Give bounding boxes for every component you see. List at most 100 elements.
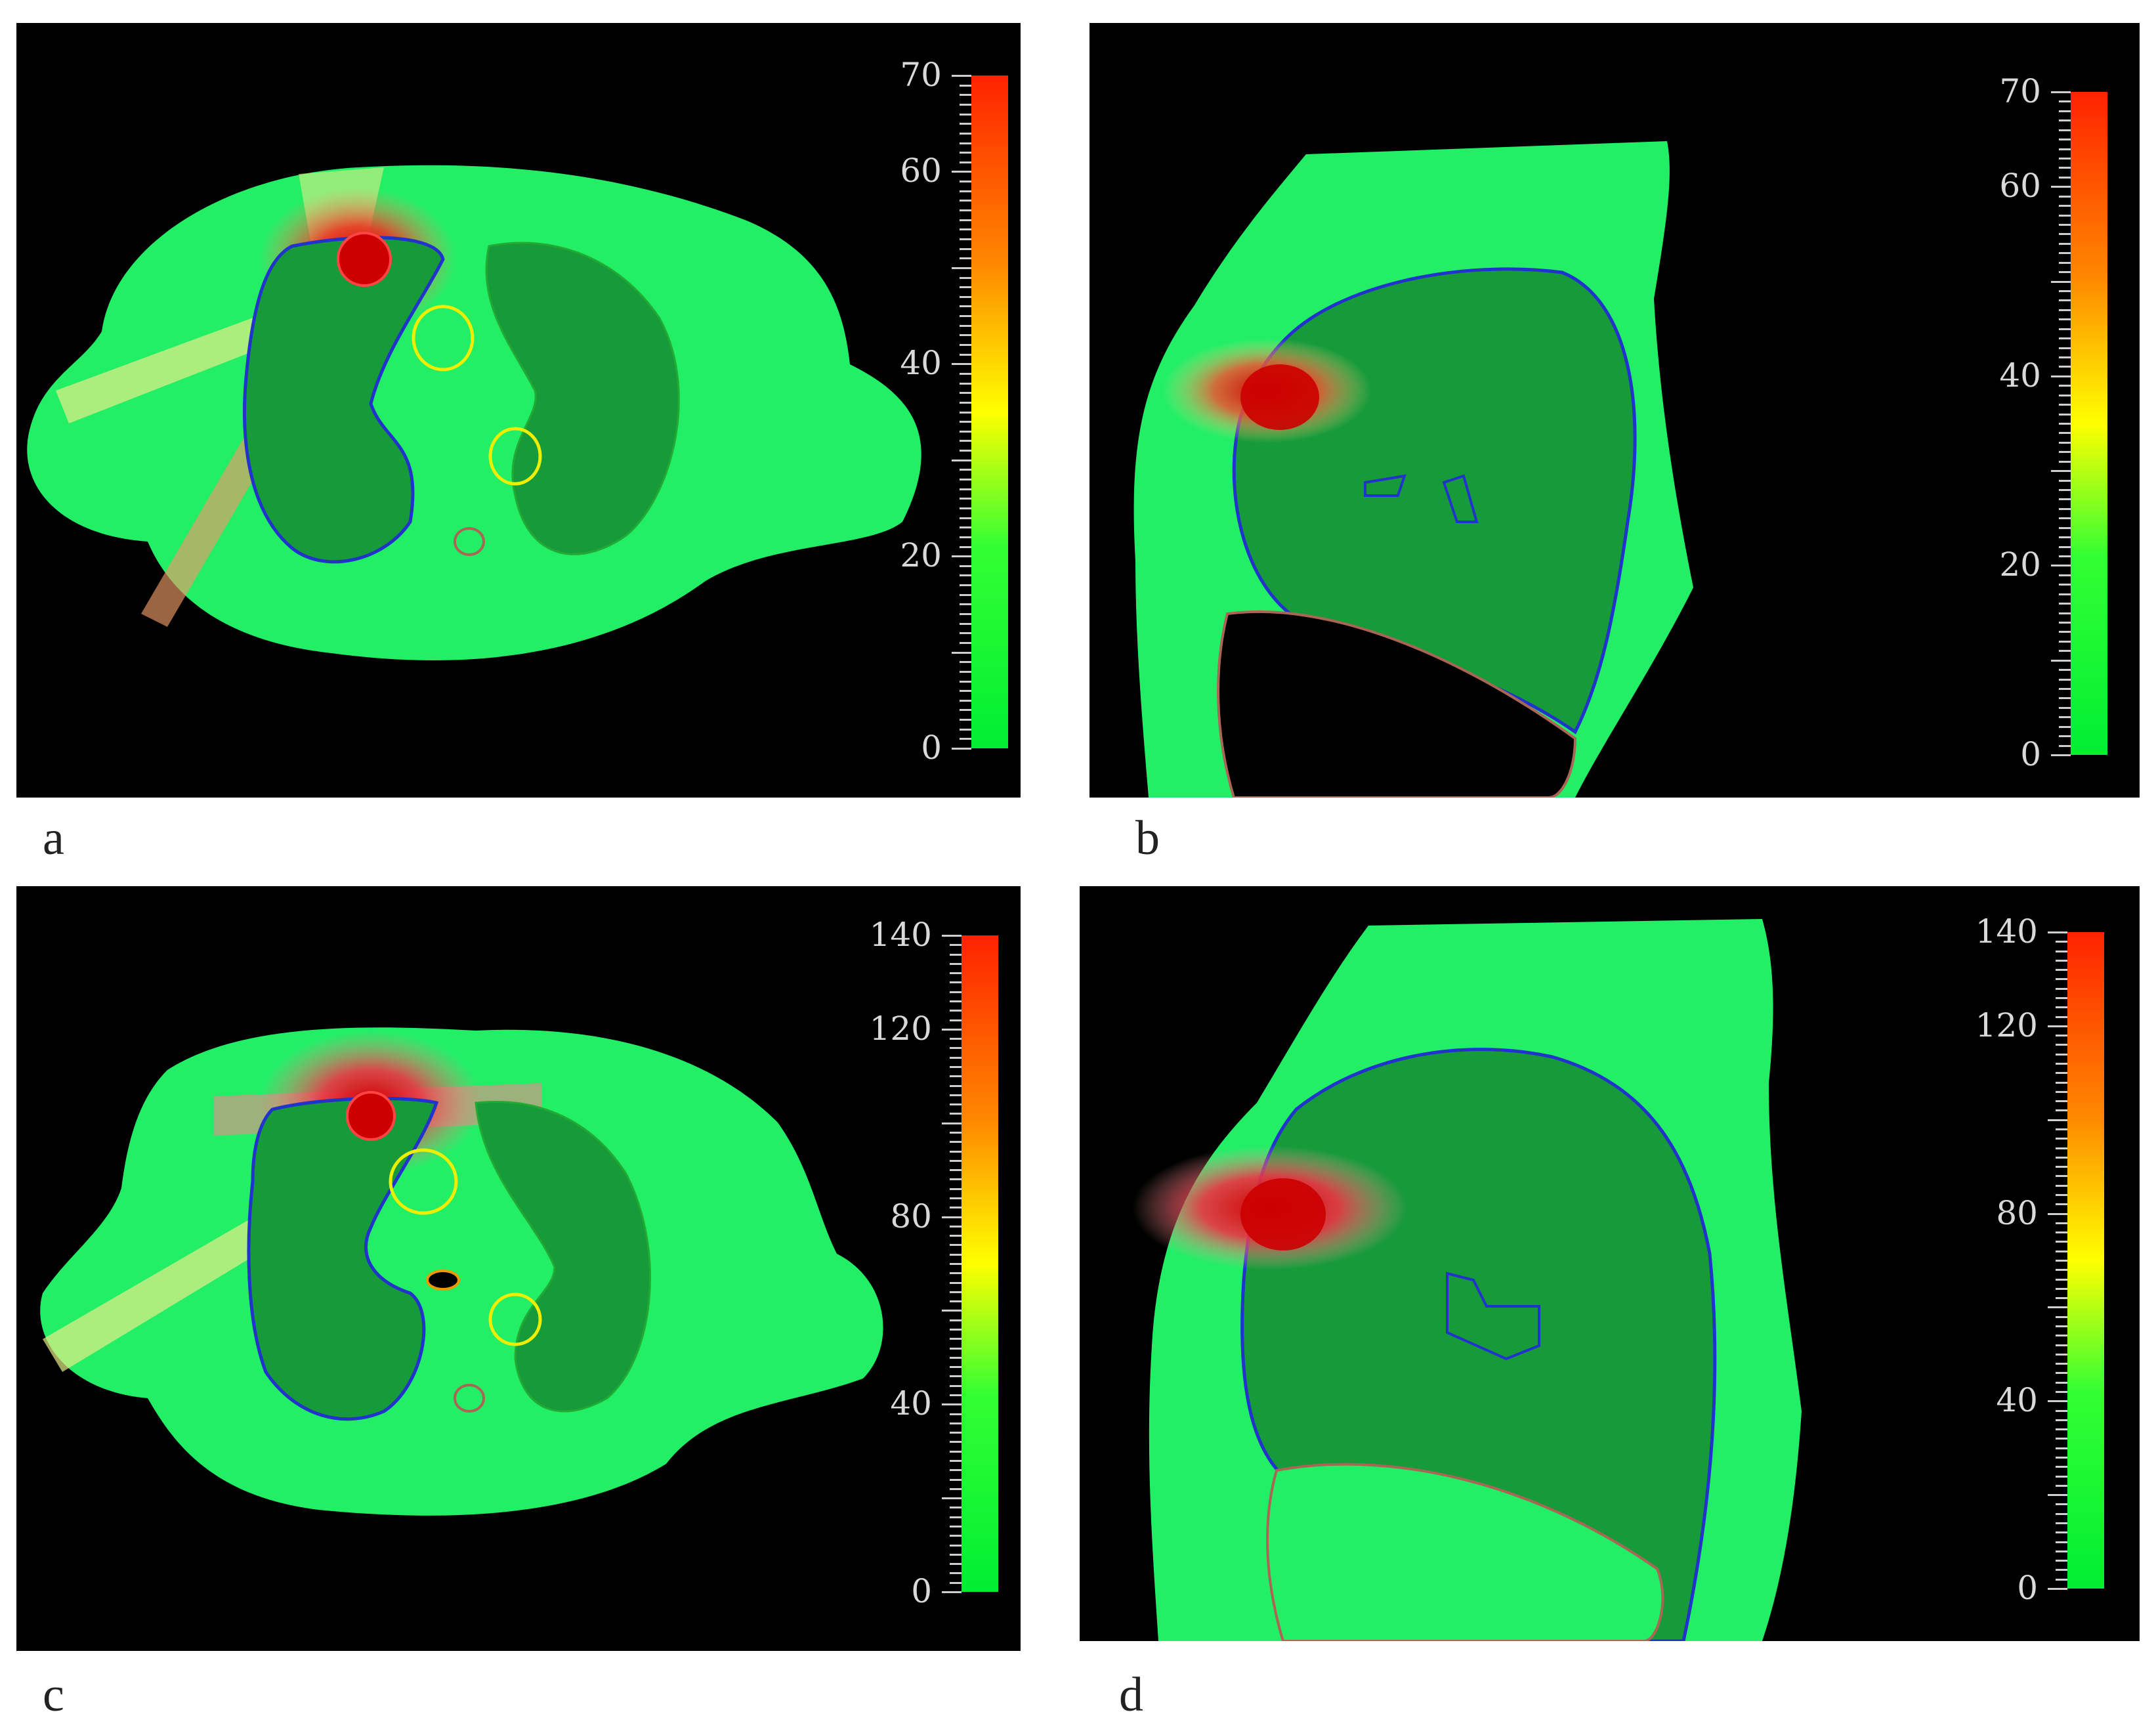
colorbar-tick: [950, 1272, 962, 1275]
colorbar-tick: [950, 1141, 962, 1143]
colorbar-tick: [2059, 574, 2071, 576]
colorbar-tick: [950, 1516, 962, 1518]
colorbar-tick: [942, 1028, 962, 1031]
colorbar-tick: [952, 651, 971, 654]
colorbar-gradient: [971, 75, 1008, 748]
colorbar-tick: [950, 1169, 962, 1172]
colorbar-tick: [960, 334, 971, 337]
colorbar-tick: [960, 392, 971, 395]
colorbar-tick: [960, 372, 971, 375]
left-lung: [475, 1101, 652, 1413]
colorbar-tick: [950, 1000, 962, 1002]
colorbar-tick: [2059, 242, 2071, 245]
colorbar-tick: [2059, 139, 2071, 141]
colorbar-tick: [950, 1207, 962, 1209]
colorbar-tick: [960, 353, 971, 356]
colorbar-tick: [960, 593, 971, 596]
colorbar-tick: [2059, 688, 2071, 690]
colorbar-tick: [950, 1187, 962, 1190]
colorbar-tick: [950, 1329, 962, 1331]
colorbar-tick: [2059, 498, 2071, 501]
colorbar-tick: [2056, 978, 2067, 981]
colorbar-tick: [2059, 148, 2071, 150]
colorbar-tick: [960, 661, 971, 664]
colorbar-tick-label: 20: [1999, 545, 2041, 584]
colorbar-tick: [2059, 233, 2071, 236]
colorbar-tick: [2059, 271, 2071, 274]
colorbar-tick: [2059, 299, 2071, 302]
colorbar-tick: [952, 748, 971, 750]
colorbar-tick-label: 70: [1999, 72, 2041, 110]
colorbar-tick: [950, 1487, 962, 1490]
colorbar-tick: [2056, 1090, 2067, 1093]
colorbar-tick: [2059, 158, 2071, 160]
colorbar-tick: [960, 526, 971, 529]
colorbar-tick: [2056, 1335, 2067, 1337]
colorbar-tick: [960, 411, 971, 414]
colorbar-tick: [2056, 1372, 2067, 1375]
colorbar-gradient: [2067, 932, 2104, 1589]
colorbar-tick: [2059, 309, 2071, 311]
colorbar-tick-label: 0: [911, 1572, 932, 1610]
colorbar-tick: [950, 1375, 962, 1378]
colorbar-tick: [950, 1094, 962, 1096]
colorbar-tick: [2056, 1484, 2067, 1487]
colorbar-tick: [2056, 1541, 2067, 1543]
colorbar-tick: [942, 1216, 962, 1218]
colorbar-tick: [950, 1019, 962, 1021]
panel-label-b: b: [1135, 811, 1160, 865]
colorbar-tick: [950, 1244, 962, 1247]
colorbar-tick: [2056, 1391, 2067, 1393]
colorbar-tick: [950, 1319, 962, 1321]
colorbar-tick: [950, 1347, 962, 1350]
colorbar-tick: [950, 1291, 962, 1293]
colorbar-tick: [2059, 526, 2071, 529]
panel-label-a: a: [43, 811, 64, 865]
colorbar-tick: [2056, 1475, 2067, 1478]
colorbar-tick: [960, 286, 971, 289]
colorbar-tick: [950, 1084, 962, 1087]
colorbar-tick: [950, 1478, 962, 1481]
colorbar-tick: [2059, 584, 2071, 586]
colorbar-tick: [2059, 337, 2071, 340]
colorbar-tick: [960, 565, 971, 567]
colorbar-tick-label: 0: [921, 729, 942, 767]
colorbar-tick: [2059, 735, 2071, 738]
colorbar-tick: [960, 132, 971, 135]
colorbar-tick: [2059, 489, 2071, 491]
colorbar-tick: [960, 574, 971, 577]
colorbar-tick: [2059, 290, 2071, 292]
colorbar-tick: [960, 622, 971, 625]
colorbar-tick: [2056, 1184, 2067, 1187]
colorbar-tick: [960, 113, 971, 116]
colorbar-tick: [960, 84, 971, 87]
colorbar-tick: [2051, 280, 2071, 283]
colorbar-tick: [2056, 941, 2067, 943]
colorbar-tick: [960, 190, 971, 192]
colorbar-tick: [950, 1075, 962, 1078]
colorbar-tick: [960, 228, 971, 231]
colorbar-tick: [2056, 1072, 2067, 1075]
colorbar-tick: [2059, 612, 2071, 614]
colorbar-tick: [960, 401, 971, 404]
colorbar-tick: [960, 613, 971, 615]
colorbar-tick: [2056, 959, 2067, 962]
colorbar-tick: [960, 670, 971, 673]
colorbar-tick: [950, 1572, 962, 1575]
colorbar-tick: [2056, 1419, 2067, 1421]
colorbar-tick: [950, 1394, 962, 1396]
colorbar-tick: [2059, 593, 2071, 595]
colorbar-tick: [952, 459, 971, 461]
colorbar-tick: [960, 728, 971, 731]
airway-contour: [1446, 1272, 1540, 1361]
colorbar-tick: [960, 603, 971, 606]
colorbar-tick: [950, 1150, 962, 1153]
panel-label-c: c: [43, 1668, 64, 1722]
colorbar-tick: [2056, 1250, 2067, 1252]
colorbar-tick: [950, 1544, 962, 1547]
colorbar-tick: [2051, 186, 2071, 188]
colorbar-tick: [2048, 1400, 2067, 1403]
trachea-contour-yellow: [389, 1148, 458, 1215]
colorbar-tick: [2059, 507, 2071, 510]
colorbar-tick: [950, 962, 962, 965]
